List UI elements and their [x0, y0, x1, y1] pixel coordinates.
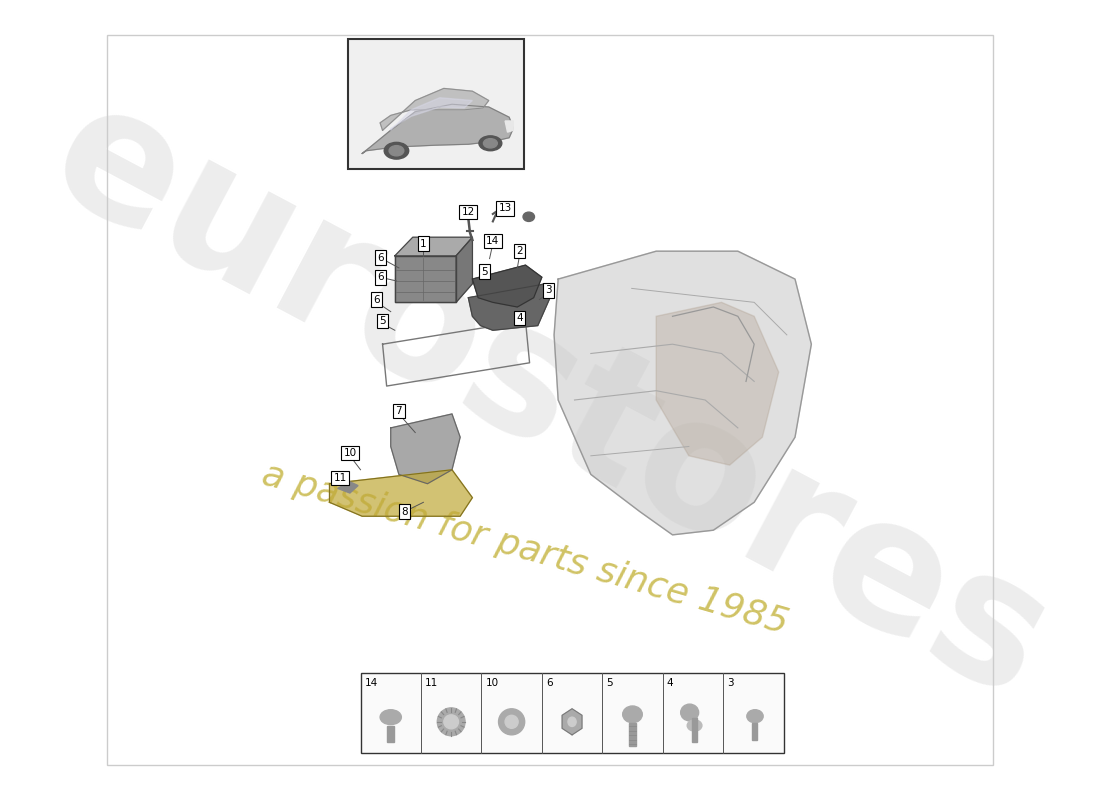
- Text: 11: 11: [425, 678, 438, 688]
- Ellipse shape: [384, 142, 409, 159]
- Ellipse shape: [438, 708, 465, 736]
- Ellipse shape: [443, 715, 459, 729]
- Text: 4: 4: [517, 313, 524, 323]
- Text: 6: 6: [377, 253, 384, 262]
- Ellipse shape: [498, 709, 525, 735]
- Polygon shape: [395, 256, 456, 302]
- Text: 3: 3: [727, 678, 734, 688]
- Text: 7: 7: [396, 406, 403, 416]
- Ellipse shape: [747, 710, 763, 722]
- Polygon shape: [505, 121, 514, 132]
- Polygon shape: [657, 302, 779, 465]
- Text: 10: 10: [485, 678, 498, 688]
- Ellipse shape: [505, 715, 518, 728]
- Text: 10: 10: [343, 448, 356, 458]
- Polygon shape: [554, 251, 812, 535]
- Text: 3: 3: [546, 286, 552, 295]
- Ellipse shape: [688, 720, 702, 731]
- Polygon shape: [472, 265, 542, 307]
- Text: 8: 8: [402, 506, 408, 517]
- Polygon shape: [381, 89, 488, 130]
- Text: eurostores: eurostores: [23, 64, 1077, 736]
- Polygon shape: [692, 718, 697, 742]
- Bar: [361, 674, 783, 753]
- Text: 6: 6: [377, 272, 384, 282]
- Polygon shape: [390, 98, 472, 130]
- Polygon shape: [330, 470, 472, 516]
- Polygon shape: [456, 238, 472, 302]
- Text: 2: 2: [517, 246, 524, 256]
- Ellipse shape: [381, 710, 402, 725]
- Polygon shape: [387, 726, 394, 742]
- Text: 5: 5: [606, 678, 613, 688]
- Text: 12: 12: [462, 207, 475, 217]
- Ellipse shape: [478, 136, 502, 150]
- Text: 14: 14: [486, 236, 499, 246]
- Text: 14: 14: [364, 678, 378, 688]
- Text: 11: 11: [333, 473, 346, 483]
- Text: 6: 6: [546, 678, 552, 688]
- Text: 13: 13: [498, 203, 512, 214]
- Bar: [349, 39, 524, 170]
- Ellipse shape: [389, 146, 404, 156]
- Polygon shape: [629, 722, 636, 746]
- Polygon shape: [751, 722, 757, 741]
- Text: 1: 1: [420, 238, 427, 249]
- Text: 5: 5: [379, 316, 386, 326]
- Text: 6: 6: [374, 294, 381, 305]
- Ellipse shape: [623, 706, 642, 722]
- Ellipse shape: [483, 138, 497, 148]
- Polygon shape: [362, 104, 514, 154]
- Polygon shape: [390, 414, 460, 484]
- Text: 5: 5: [482, 266, 488, 277]
- Ellipse shape: [568, 717, 576, 726]
- Polygon shape: [395, 238, 472, 256]
- Text: a passion for parts since 1985: a passion for parts since 1985: [258, 458, 792, 640]
- Ellipse shape: [681, 704, 698, 721]
- Polygon shape: [469, 284, 550, 330]
- Polygon shape: [338, 482, 359, 493]
- Ellipse shape: [522, 212, 535, 222]
- Polygon shape: [562, 709, 582, 735]
- Text: 4: 4: [667, 678, 673, 688]
